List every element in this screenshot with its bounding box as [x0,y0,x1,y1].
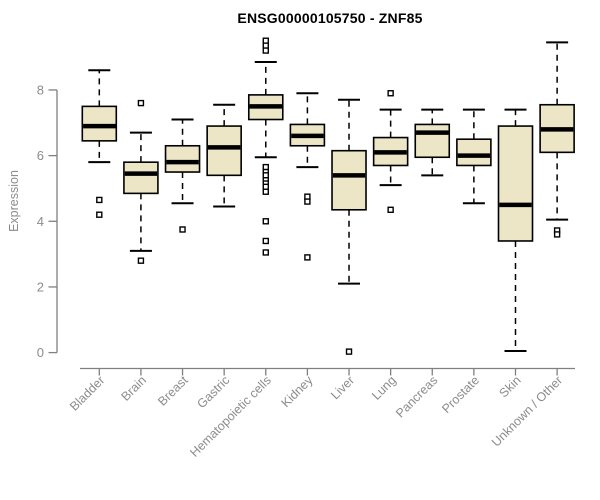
outlier-point [137,257,145,264]
box-rect [456,138,492,167]
chart-title: ENSG00000105750 - ZNF85 [237,10,423,26]
box-rect [414,123,451,159]
x-category-label: Lung [369,373,399,403]
box-rect [164,144,201,173]
outlier-point [345,348,353,355]
outlier-point [387,206,394,213]
outlier-point [262,218,269,225]
x-category-label: Prostate [439,373,482,416]
outlier-point [262,237,269,245]
x-category-label: Skin [497,373,524,400]
x-category-label: Pancreas [393,373,440,420]
x-category-label: Hematopoietic cells [187,373,274,460]
outlier-point [262,249,269,256]
outlier-point [553,231,561,238]
y-tick-label: 2 [37,279,44,294]
outlier-point [179,226,186,233]
box-rect [81,105,118,142]
y-tick-label: 0 [37,345,44,360]
outlier-point [96,211,103,218]
box-rect [206,125,242,177]
box-rect [123,161,159,195]
box-rect [331,149,367,211]
outlier-point [304,254,311,261]
outlier-point [262,188,269,195]
x-category-label: Gastric [194,373,232,411]
x-category-label: Liver [328,373,357,402]
outlier-point [387,90,394,97]
x-category-label: Kidney [279,373,316,410]
outlier-point [304,198,311,205]
x-category-label: Brain [119,373,150,404]
outlier-point [262,47,269,54]
box-rect [497,125,534,242]
y-tick-label: 8 [37,82,44,97]
y-tick-label: 4 [37,214,44,229]
x-category-label: Bladder [67,373,107,413]
x-category-label: Breast [155,373,191,409]
outlier-point [137,99,145,107]
y-tick-label: 6 [37,148,44,163]
outlier-point [96,196,103,204]
x-category-label: Unknown / Other [489,373,565,449]
